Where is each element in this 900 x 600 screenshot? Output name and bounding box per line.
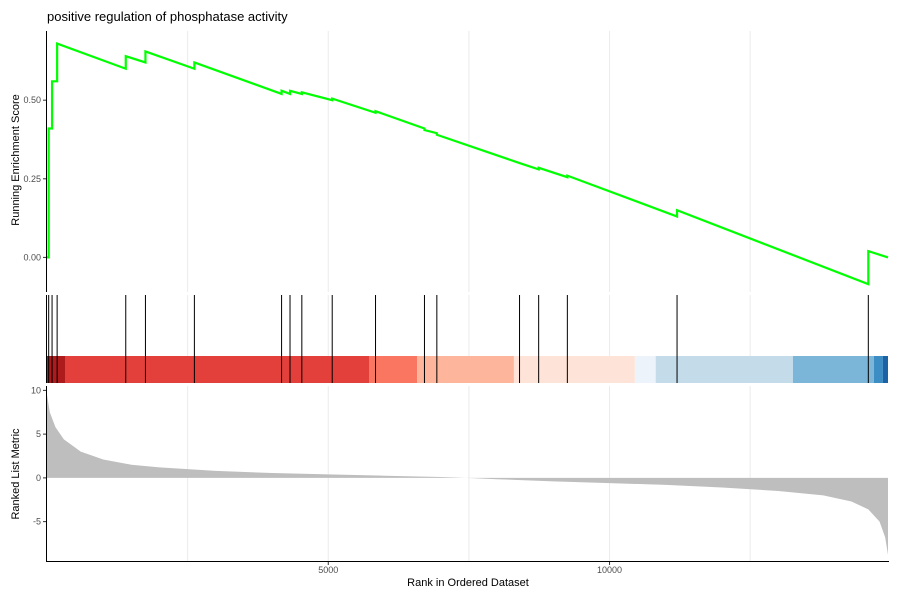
color-bar-segment bbox=[655, 356, 793, 383]
color-bar-segment bbox=[417, 356, 514, 383]
ranked-list-color-bar bbox=[47, 356, 888, 383]
metric-x-tick-label: 5000 bbox=[318, 565, 338, 575]
metric-y-ticks: 10 5 0 -5 bbox=[31, 385, 46, 527]
es-y-tick-label: 0.00 bbox=[23, 252, 41, 262]
color-bar-segment bbox=[47, 356, 66, 383]
color-bar-segment bbox=[882, 356, 888, 383]
metric-y-tick-label: 5 bbox=[36, 429, 41, 439]
es-y-ticks: 0.00 0.25 0.50 bbox=[23, 95, 46, 262]
gene-hit-marks bbox=[48, 295, 869, 383]
metric-y-tick-label: 10 bbox=[31, 385, 41, 395]
gene-hits-panel bbox=[46, 295, 888, 383]
color-bar-segment bbox=[873, 356, 883, 383]
color-bar-segment bbox=[634, 356, 656, 383]
color-bar-segment bbox=[65, 356, 370, 383]
es-gridlines bbox=[187, 31, 751, 292]
chart-title: positive regulation of phosphatase activ… bbox=[47, 9, 288, 24]
hits-gridlines bbox=[187, 295, 751, 356]
ranked-list-metric-area bbox=[47, 394, 888, 555]
running-enrichment-score-panel: 0.00 0.25 0.50 Running Enrichment Score bbox=[10, 31, 889, 292]
metric-y-tick-label: -5 bbox=[33, 517, 41, 527]
color-bar-segment bbox=[792, 356, 874, 383]
es-y-axis-title: Running Enrichment Score bbox=[10, 94, 22, 225]
color-bar-segment bbox=[369, 356, 418, 383]
es-y-tick-label: 0.50 bbox=[23, 95, 41, 105]
metric-x-tick-label: 10000 bbox=[597, 565, 622, 575]
es-y-tick-label: 0.25 bbox=[23, 174, 41, 184]
metric-y-axis-title: Ranked List Metric bbox=[10, 428, 22, 520]
metric-x-ticks: 5000 10000 bbox=[318, 562, 622, 575]
metric-y-tick-label: 0 bbox=[36, 473, 41, 483]
x-axis-title: Rank in Ordered Dataset bbox=[407, 577, 529, 589]
ranked-list-metric-panel: 10 5 0 -5 5000 10000 Ranked List Metric Rank… bbox=[10, 385, 889, 589]
running-enrichment-score-line bbox=[47, 42, 889, 286]
color-bar-segment bbox=[513, 356, 635, 383]
